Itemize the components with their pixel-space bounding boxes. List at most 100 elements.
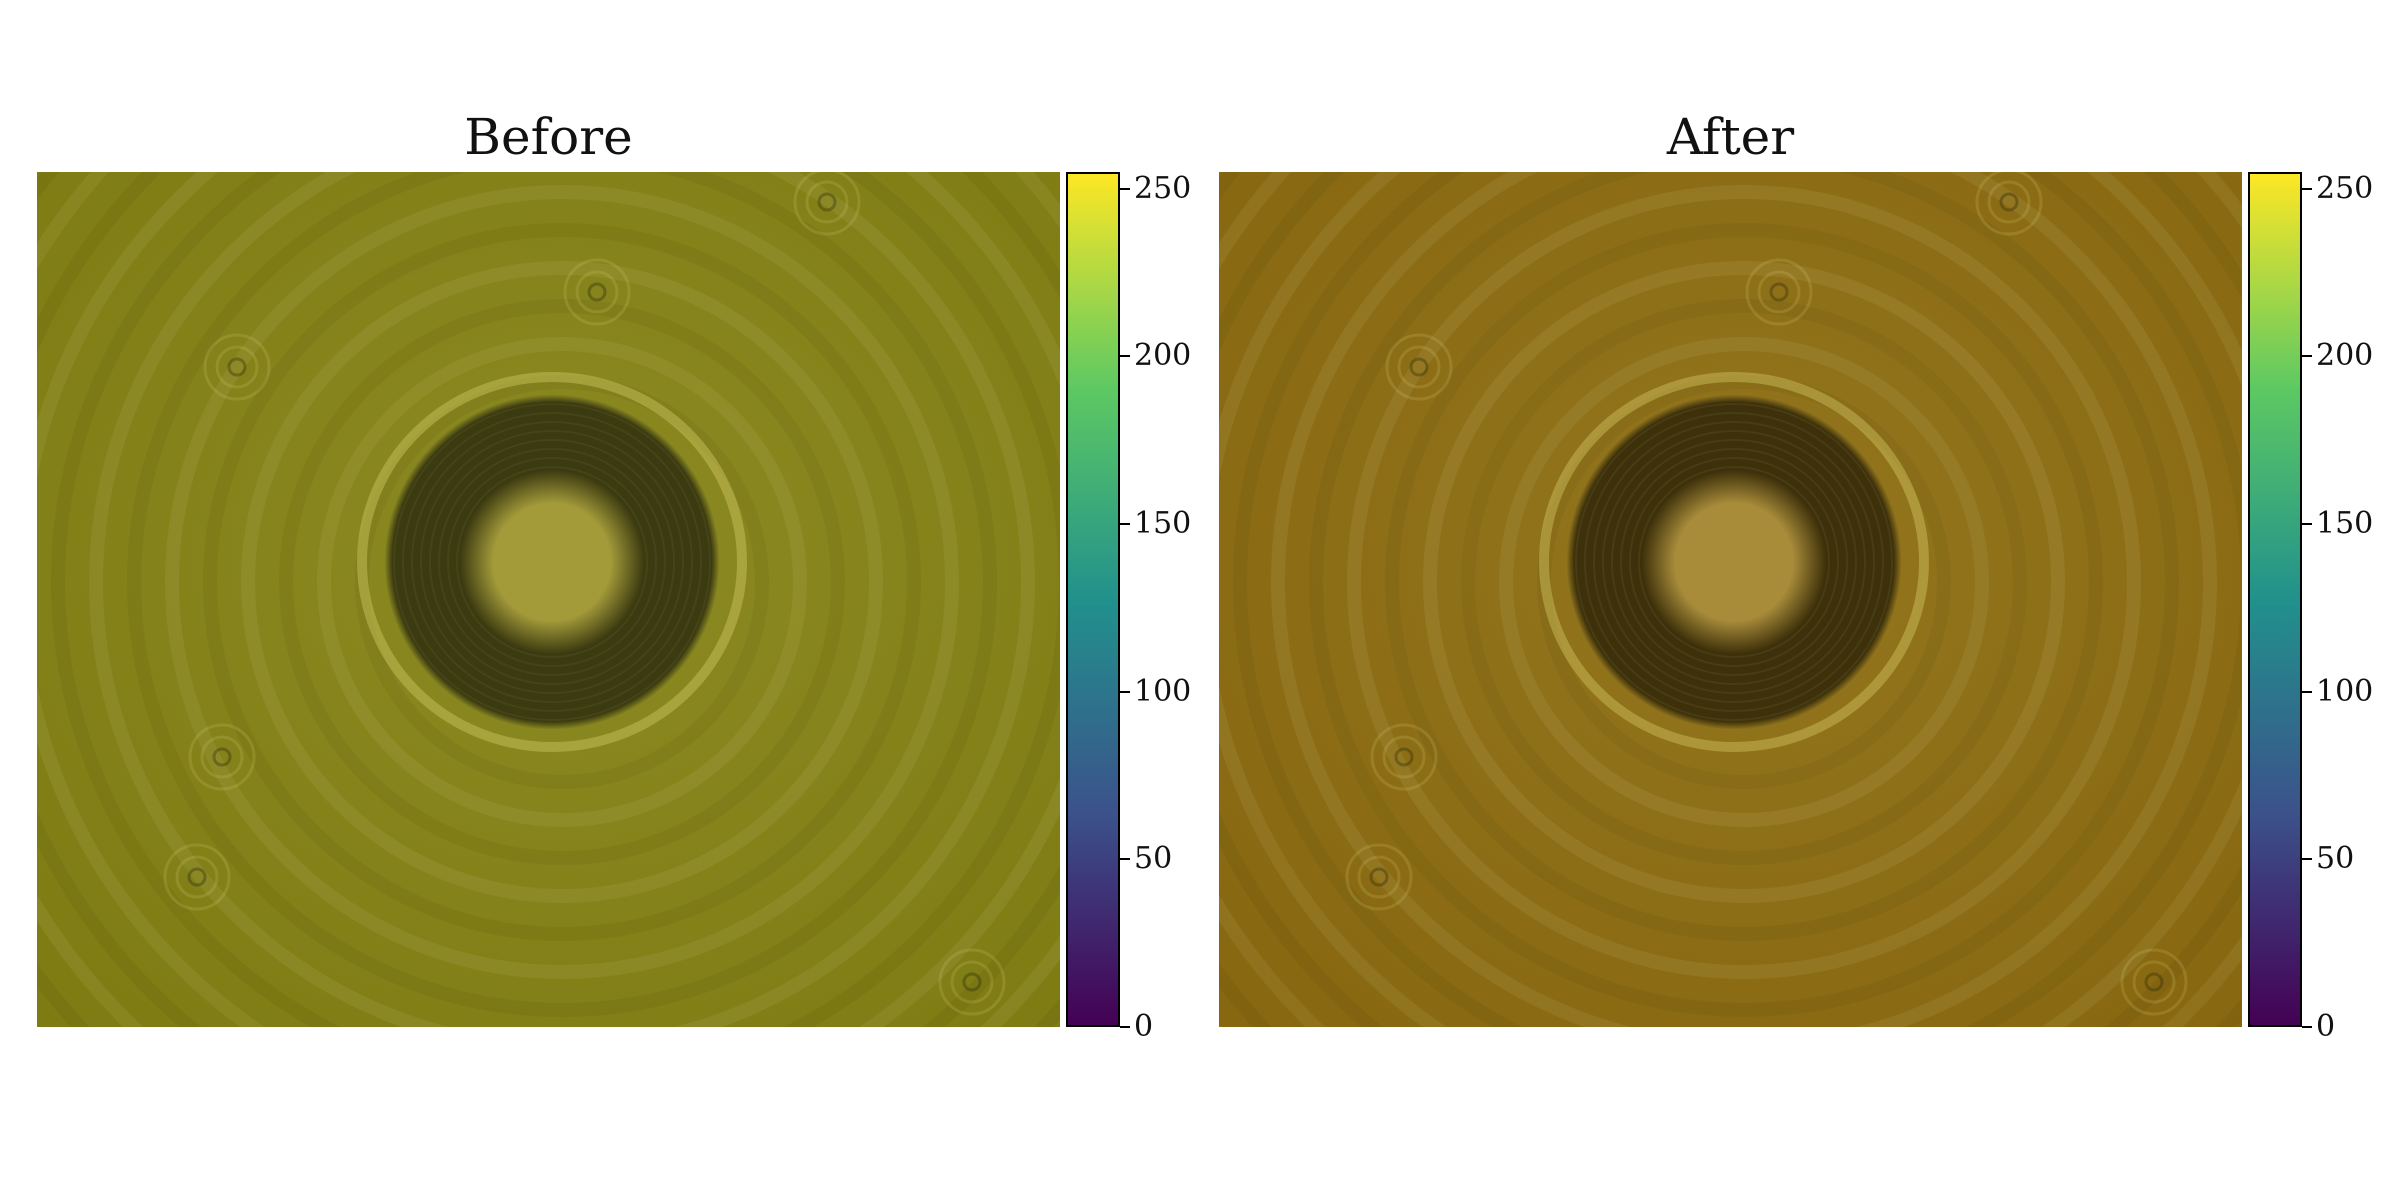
debris-ring [2144,972,2164,992]
interference-fringe [1385,223,2103,941]
debris-ring [950,960,994,1004]
interference-fringe [355,375,769,789]
cell-ring [1575,403,1893,721]
interference-fringe [1461,299,2027,865]
cell-ring [1602,430,1866,694]
cell-ring [1593,421,1875,703]
interference-fringe [241,261,883,903]
debris-ring [962,972,982,992]
cell-halo [1539,372,1929,752]
debris-ring [203,333,271,401]
colorbar-tick [1120,355,1130,358]
cell-ring [429,439,675,685]
interference-fringe [127,172,997,1017]
colorbar-tick-label: 150 [1134,506,1192,542]
colorbar-tick-label: 200 [2316,338,2374,374]
cell-ring [1584,412,1884,712]
debris-ring [817,192,837,212]
colorbar-tick [2302,355,2312,358]
debris-ring [1757,270,1801,314]
debris-ring [1745,258,1813,326]
cell-ring [1629,457,1839,667]
cell-ring [447,457,657,667]
debris-ring [587,282,607,302]
debris-ring [175,855,219,899]
cell-ring [438,448,666,676]
cell [384,394,720,730]
colorbar-tick [2302,523,2312,526]
interference-fringe [1347,185,2141,979]
cell-ring [456,466,648,658]
debris-ring [805,180,849,224]
debris-ring [1394,747,1414,767]
interference-fringe [1537,375,1951,789]
hologram-image [1219,172,2242,1027]
debris-ring [1975,172,2043,236]
colorbar-tick-label: 50 [1134,841,1173,877]
debris-ring [2120,948,2188,1016]
colorbar-tick-label: 250 [1134,170,1192,206]
cell-ring [1638,466,1830,658]
debris-ring [1385,333,1453,401]
interference-fringe [203,223,921,941]
colorbar-tick [2302,187,2312,190]
colorbar-tick [1120,187,1130,190]
debris-ring [1369,867,1389,887]
interference-fringe [1423,261,2065,903]
colorbar-tick-label: 200 [1134,338,1192,374]
cell-ring [402,412,702,712]
interference-fringe [1271,172,2217,1027]
debris-ring [187,867,207,887]
panel-title: After [1666,108,1795,166]
colorbar-tick-label: 100 [2316,673,2374,709]
debris-ring [227,357,247,377]
cell-ring [1611,439,1857,685]
colorbar-tick [1120,1026,1130,1028]
debris-ring [2132,960,2176,1004]
debris-ring [1397,345,1441,389]
interference-fringe [1499,337,1989,827]
interference-fringe [317,337,807,827]
colorbar-tick [1120,690,1130,693]
debris-ring [215,345,259,389]
colorbar-tick-label: 0 [1134,1009,1154,1044]
debris-ring [1382,735,1426,779]
colorbar-tick [1120,858,1130,861]
debris-ring [575,270,619,314]
colorbar [1066,172,1120,1027]
colorbar-tick-label: 100 [1134,673,1192,709]
interference-fringe [279,299,845,865]
debris-ring [1345,843,1413,911]
colorbar-tick [2302,1026,2312,1028]
cell-halo [357,372,747,752]
interference-fringe [89,172,1035,1027]
debris-ring [200,735,244,779]
cell-ring [1620,448,1848,676]
debris-ring [1999,192,2019,212]
cell-ring [420,430,684,694]
debris-ring [1769,282,1789,302]
cell [1566,394,1902,730]
colorbar-tick-label: 0 [2316,1009,2336,1044]
colorbar-tick [2302,858,2312,861]
debris-ring [1987,180,2031,224]
debris-ring [938,948,1006,1016]
colorbar-tick-label: 50 [2316,841,2355,877]
panel-title: Before [464,108,633,166]
colorbar-tick [2302,690,2312,693]
colorbar-tick-label: 250 [2316,170,2374,206]
cell-ring [411,421,693,703]
colorbar-tick [1120,523,1130,526]
debris-ring [212,747,232,767]
interference-fringe [51,172,1060,1027]
debris-ring [163,843,231,911]
debris-ring [1370,723,1438,791]
interference-fringe [1233,172,2242,1027]
interference-fringe [165,185,959,979]
debris-ring [563,258,631,326]
interference-fringe [1309,172,2179,1017]
debris-ring [188,723,256,791]
colorbar [2248,172,2302,1027]
cell-ring [393,403,711,721]
debris-ring [1357,855,1401,899]
